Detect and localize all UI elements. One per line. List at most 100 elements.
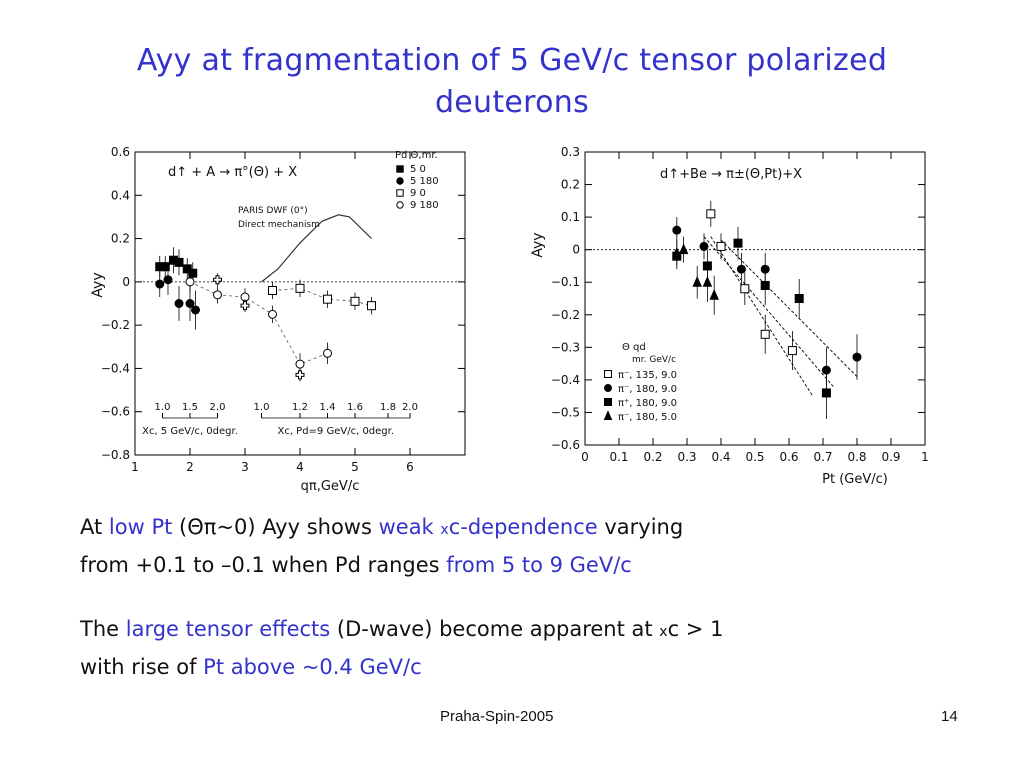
right-legend-marker (603, 410, 613, 420)
right-ytick-label: −0.6 (551, 438, 580, 452)
right-xtick-label: 0.6 (779, 450, 798, 464)
right-point (787, 346, 797, 356)
theta-pi-symbol: Θπ (187, 515, 217, 539)
right-fit-line (703, 236, 834, 387)
left-point (160, 262, 170, 272)
xc-symbol-2: x (659, 624, 668, 640)
text-the: The (80, 617, 126, 641)
highlight-low-pt: low Pt (108, 515, 173, 539)
right-point (852, 352, 862, 362)
right-point (672, 246, 682, 258)
right-point (692, 275, 702, 287)
left-series-line (272, 287, 372, 307)
left-ytick-label: 0 (122, 275, 130, 289)
right-xtick-label: 0.3 (677, 450, 696, 464)
paragraph-tensor-line-1: The large tensor effects (D-wave) become… (80, 612, 960, 650)
paragraph-low-pt-line-1: At low Pt (Θπ~0) Ayy shows weak xc-depen… (80, 510, 960, 548)
left-xtick-label: 6 (406, 460, 414, 474)
left-xlabel: qπ,GeV/c (301, 479, 360, 494)
left-series-line (189, 281, 328, 365)
right-ylabel: Ayy (530, 232, 546, 257)
left-point (191, 305, 200, 315)
right-ytick-label: 0 (572, 243, 580, 257)
xc-symbol: x (440, 522, 449, 538)
left-reaction-label: d↑ + A → π°(Θ) + X (168, 165, 297, 180)
left-point (163, 275, 173, 285)
right-point (678, 243, 689, 255)
right-point (702, 275, 713, 287)
right-point (736, 264, 746, 274)
left-legend-marker (396, 201, 404, 209)
left-xc-scale-label: Xc, 5 GeV/c, 0degr. (142, 426, 238, 437)
paragraph-low-pt-line-2: from +0.1 to –0.1 when Pd ranges from 5 … (80, 548, 960, 583)
right-point (672, 225, 682, 235)
left-ytick-label: 0.2 (111, 232, 130, 246)
left-legend-label: 9 0 (410, 188, 426, 199)
left-point (174, 299, 184, 308)
left-ytick-label: −0.8 (101, 448, 130, 462)
right-legend-marker (604, 384, 612, 392)
title-line-2: deuterons (434, 85, 590, 120)
highlight-pd-range: from 5 to 9 GeV/c (446, 553, 632, 577)
right-fit-line (720, 239, 858, 377)
left-point (295, 359, 305, 369)
right-ytick-label: −0.3 (551, 340, 580, 354)
left-xtick-label: 4 (296, 460, 304, 474)
right-point (740, 284, 750, 294)
left-xc-scale-tick-label: 1.0 (155, 402, 171, 413)
right-xtick-label: 0.5 (745, 450, 764, 464)
text-with-rise: with rise of (80, 655, 204, 679)
left-xtick-label: 3 (241, 460, 249, 474)
slide-number: 14 (941, 708, 958, 725)
right-ytick-label: −0.5 (551, 405, 580, 419)
left-point (213, 275, 222, 285)
left-point (367, 301, 376, 311)
left-ytick-label: 0.6 (111, 145, 130, 159)
left-legend-label: 5 0 (410, 164, 426, 175)
paragraph-tensor-line-2: with rise of Pt above ~0.4 GeV/c (80, 650, 960, 685)
right-reaction-label: d↑+Be → π±(Θ,Pt)+X (660, 167, 802, 182)
right-point (716, 241, 726, 251)
text-d-wave: (D-wave) become apparent at (330, 617, 660, 641)
right-legend-label: π⁻, 180, 9.0 (618, 384, 677, 395)
left-xc-scale-tick-label: 1.5 (182, 402, 198, 413)
left-ytick-label: −0.6 (101, 405, 130, 419)
left-xc-scale-tick-label: 1.8 (380, 402, 396, 413)
right-ytick-label: −0.1 (551, 275, 580, 289)
right-point (709, 289, 719, 300)
highlight-large-tensor-effects: large tensor effects (125, 617, 331, 641)
left-xtick-label: 2 (186, 460, 194, 474)
left-point (185, 277, 195, 287)
right-xtick-label: 0.9 (881, 450, 900, 464)
right-ytick-label: 0.1 (561, 210, 580, 224)
right-ytick-label: −0.2 (551, 308, 580, 322)
left-xc-scale-tick-label: 1.6 (347, 402, 363, 413)
left-point (185, 299, 195, 308)
right-point (760, 329, 770, 339)
left-legend-label: 5 180 (410, 176, 439, 187)
right-xtick-label: 0.2 (643, 450, 662, 464)
left-ytick-label: 0.4 (111, 188, 130, 202)
right-point (821, 388, 831, 398)
right-ytick-label: −0.4 (551, 373, 580, 387)
right-ytick-label: 0.2 (561, 178, 580, 192)
text-at: At (80, 515, 109, 539)
highlight-pt-above: Pt above ~0.4 GeV/c (203, 655, 422, 679)
right-xtick-label: 0.8 (847, 450, 866, 464)
left-point (174, 257, 184, 267)
text-from-range: from +0.1 to –0.1 when Pd ranges (80, 553, 447, 577)
right-legend-title: Θ qd (622, 342, 646, 353)
right-xtick-label: 0.1 (609, 450, 628, 464)
chart-ayy-vs-qpi-svg: 0.6 0.4 0.2 0 −0.2 −0.4 −0.6 −0.81 2 3 4 5 6 Ayy qπ,Ge… (90, 145, 466, 494)
right-point (794, 294, 804, 303)
left-xc-scale-tick-label: 1.0 (254, 402, 270, 413)
left-point (268, 286, 277, 296)
left-xc-scale-tick-label: 2.0 (210, 402, 226, 413)
text-open-paren: ( (172, 515, 188, 539)
left-xc-scale-tick-label: 1.4 (320, 402, 336, 413)
footer-conference: Praha-Spin-2005 (440, 708, 554, 725)
left-point (295, 370, 305, 380)
left-ytick-label: −0.4 (101, 361, 130, 375)
right-point (706, 209, 716, 219)
chart-ayy-vs-qpi: 0.6 0.4 0.2 0 −0.2 −0.4 −0.6 −0.8 1 2 3 4 5 6 Ayy qπ,Ge… (90, 140, 495, 500)
